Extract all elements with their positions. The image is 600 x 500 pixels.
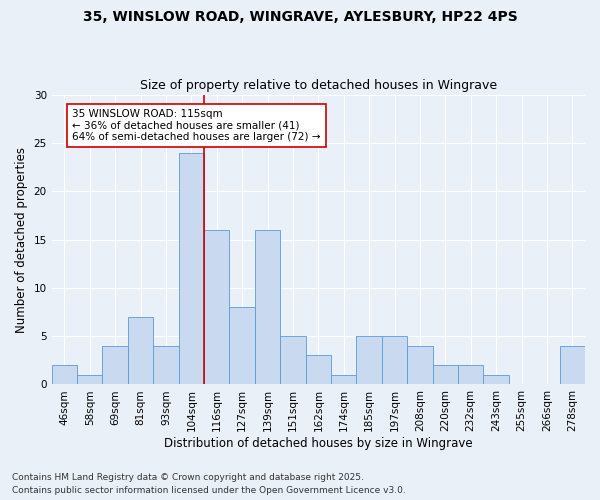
Bar [204, 230, 229, 384]
Bar [255, 230, 280, 384]
Text: 35 WINSLOW ROAD: 115sqm
← 36% of detached houses are smaller (41)
64% of semi-de: 35 WINSLOW ROAD: 115sqm ← 36% of detache… [72, 109, 320, 142]
Bar [382, 336, 407, 384]
Bar [103, 346, 128, 385]
Bar [407, 346, 433, 385]
Bar [280, 336, 305, 384]
Text: Contains HM Land Registry data © Crown copyright and database right 2025.: Contains HM Land Registry data © Crown c… [12, 472, 364, 482]
X-axis label: Distribution of detached houses by size in Wingrave: Distribution of detached houses by size … [164, 437, 473, 450]
Bar [484, 375, 509, 384]
Bar [153, 346, 179, 385]
Bar [305, 356, 331, 384]
Text: Contains public sector information licensed under the Open Government Licence v3: Contains public sector information licen… [12, 486, 406, 495]
Bar [77, 375, 103, 384]
Bar [458, 365, 484, 384]
Bar [433, 365, 458, 384]
Bar [560, 346, 585, 385]
Text: 35, WINSLOW ROAD, WINGRAVE, AYLESBURY, HP22 4PS: 35, WINSLOW ROAD, WINGRAVE, AYLESBURY, H… [83, 10, 517, 24]
Title: Size of property relative to detached houses in Wingrave: Size of property relative to detached ho… [140, 79, 497, 92]
Bar [52, 365, 77, 384]
Bar [179, 152, 204, 384]
Bar [128, 317, 153, 384]
Bar [356, 336, 382, 384]
Bar [331, 375, 356, 384]
Y-axis label: Number of detached properties: Number of detached properties [15, 146, 28, 332]
Bar [229, 307, 255, 384]
